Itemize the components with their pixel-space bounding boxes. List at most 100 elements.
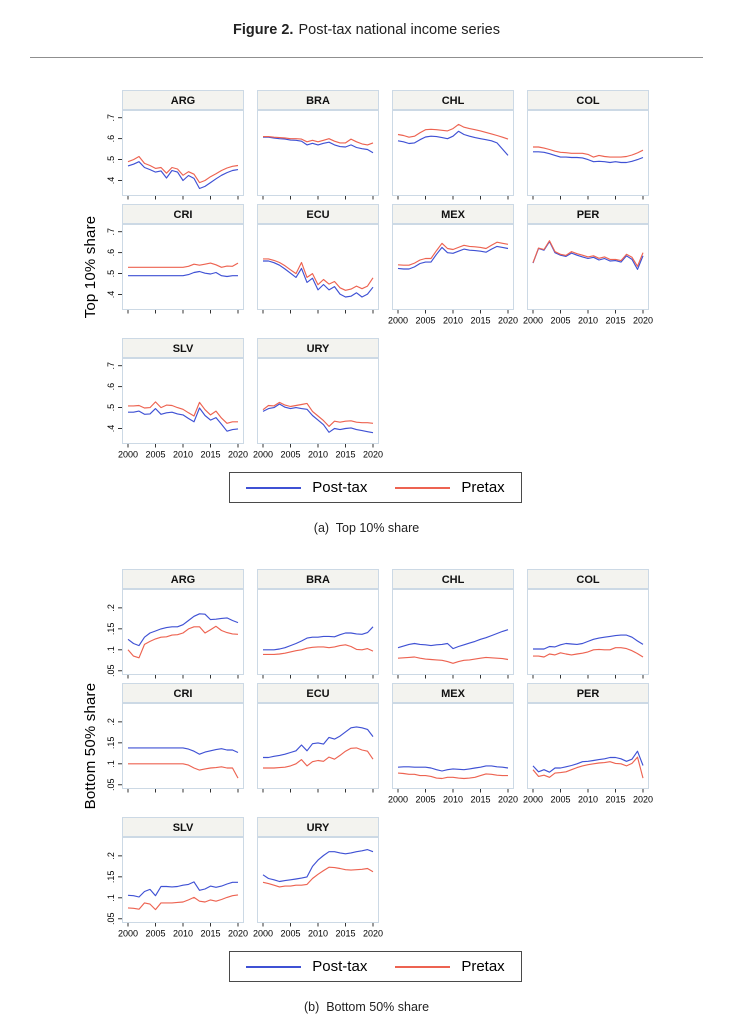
svg-text:.7: .7 <box>106 114 116 122</box>
svg-text:2005: 2005 <box>280 929 300 939</box>
chart-row: CRI .05.1.15.2 ECU MEX 2000 2005 2010 2015 2020 P… <box>106 683 653 805</box>
svg-text:.6: .6 <box>106 135 116 143</box>
subplot-grid-top10: Top 10% share ARG .4.5.6.7 BRA CHL COL CRI .4.… <box>82 90 653 460</box>
subplot-b-arg: ARG .05 .1 .15 .2 <box>106 569 244 679</box>
svg-text:.6: .6 <box>106 383 116 391</box>
svg-text:ECU: ECU <box>306 688 329 700</box>
svg-text:ECU: ECU <box>306 209 329 221</box>
svg-text:.7: .7 <box>106 228 116 236</box>
legend-bottom50: Post-tax Pretax <box>229 951 522 982</box>
svg-text:2015: 2015 <box>335 929 355 939</box>
svg-text:2010: 2010 <box>173 450 193 460</box>
svg-text:SLV: SLV <box>173 343 194 355</box>
svg-text:CHL: CHL <box>442 95 465 107</box>
svg-text:2020: 2020 <box>228 929 248 939</box>
pretax-line-swatch <box>395 486 451 489</box>
legend-top10: Post-tax Pretax <box>229 472 522 503</box>
subplot-canvas-slv: SLV .05 .1 .15 .2 2000 2005 2010 2015 2020 <box>106 817 248 939</box>
svg-text:COL: COL <box>576 95 600 107</box>
svg-text:2000: 2000 <box>253 929 273 939</box>
chart-row: ARG .05 .1 .15 .2 BRA CHL COL <box>106 569 649 679</box>
svg-text:2000: 2000 <box>523 795 543 805</box>
svg-text:MEX: MEX <box>441 209 466 221</box>
title-divider <box>30 57 703 58</box>
svg-text:.05: .05 <box>106 779 116 792</box>
svg-text:2015: 2015 <box>470 316 490 326</box>
svg-text:.5: .5 <box>106 270 116 278</box>
legend-wrap-top10: Post-tax Pretax <box>0 472 733 503</box>
subplot-b-bra: BRA <box>257 569 379 679</box>
svg-text:2020: 2020 <box>498 795 518 805</box>
posttax-line-swatch <box>246 965 302 968</box>
chart-row: SLV .4 .5 .6 .7 2000 2005 2010 2015 2020 URY 2000 20… <box>106 338 649 460</box>
subplot-a-ecu: ECU <box>257 204 379 314</box>
svg-text:2005: 2005 <box>550 795 570 805</box>
svg-text:2015: 2015 <box>605 795 625 805</box>
subplot-a-col: COL <box>527 90 649 200</box>
svg-text:.2: .2 <box>106 852 116 860</box>
chart-row: SLV .05 .1 .15 .2 2000 2005 2010 2015 2020 URY 2000… <box>106 817 649 939</box>
subplot-canvas-cri: CRI .05 .1 .15 .2 <box>106 683 244 793</box>
svg-text:BRA: BRA <box>306 95 330 107</box>
svg-text:BRA: BRA <box>306 574 330 586</box>
subplot-canvas-ury: URY 2000 2005 2010 2015 2020 <box>253 338 383 460</box>
svg-text:2010: 2010 <box>443 795 463 805</box>
svg-text:CRI: CRI <box>174 688 193 700</box>
subplot-canvas-cri: CRI .4 .5 .6 .7 <box>106 204 244 314</box>
svg-text:.15: .15 <box>106 737 116 750</box>
svg-text:2010: 2010 <box>308 450 328 460</box>
subplot-b-ecu: ECU <box>257 683 379 793</box>
posttax-line-swatch <box>246 486 302 489</box>
subplot-b-mex: MEX 2000 2005 2010 2015 2020 <box>388 683 518 805</box>
panel-bottom50: Bottom 50% share ARG .05.1.15.2 BRA CHL COL C… <box>0 569 733 1014</box>
subplot-a-per: PER 2000 2005 2010 2015 2020 <box>523 204 653 326</box>
svg-text:.15: .15 <box>106 623 116 636</box>
subplot-a-cri: CRI .4 .5 .6 .7 <box>106 204 244 314</box>
svg-text:2010: 2010 <box>443 316 463 326</box>
subplot-canvas-per: PER 2000 2005 2010 2015 2020 <box>523 204 653 326</box>
svg-text:2020: 2020 <box>363 929 383 939</box>
svg-text:SLV: SLV <box>173 822 194 834</box>
subplot-canvas-ecu: ECU <box>257 204 379 314</box>
svg-text:2000: 2000 <box>388 795 408 805</box>
subplot-canvas-chl: CHL <box>392 90 514 200</box>
svg-text:.4: .4 <box>106 177 116 185</box>
subplot-b-ury: URY 2000 2005 2010 2015 2020 <box>253 817 383 939</box>
svg-text:PER: PER <box>577 209 600 221</box>
subplot-a-bra: BRA <box>257 90 379 200</box>
svg-text:2000: 2000 <box>523 316 543 326</box>
subplot-canvas-ury: URY 2000 2005 2010 2015 2020 <box>253 817 383 939</box>
caption-bottom50: (b) Bottom 50% share <box>303 1000 430 1014</box>
svg-text:2020: 2020 <box>228 450 248 460</box>
subplot-a-ury: URY 2000 2005 2010 2015 2020 <box>253 338 383 460</box>
svg-text:2020: 2020 <box>633 795 653 805</box>
subplot-canvas-arg: ARG .4 .5 .6 .7 <box>106 90 244 200</box>
svg-text:CRI: CRI <box>174 209 193 221</box>
svg-text:.15: .15 <box>106 871 116 884</box>
svg-text:2005: 2005 <box>415 316 435 326</box>
chart-row: CRI .4.5.6.7 ECU MEX 2000 2005 2010 2015 2020 PER… <box>106 204 653 326</box>
svg-text:.7: .7 <box>106 362 116 370</box>
svg-text:2020: 2020 <box>363 450 383 460</box>
svg-text:URY: URY <box>307 343 330 355</box>
chart-row: ARG .4 .5 .6 .7 BRA CHL COL <box>106 90 649 200</box>
svg-text:2020: 2020 <box>498 316 518 326</box>
svg-text:MEX: MEX <box>441 688 466 700</box>
subplot-b-per: PER 2000 2005 2010 2015 2020 <box>523 683 653 805</box>
subplot-b-col: COL <box>527 569 649 679</box>
subplot-b-cri: CRI .05 .1 .15 .2 <box>106 683 244 793</box>
svg-text:.1: .1 <box>106 894 116 902</box>
svg-text:.2: .2 <box>106 718 116 726</box>
subplot-canvas-col: COL <box>527 569 649 679</box>
svg-text:URY: URY <box>307 822 330 834</box>
svg-text:2005: 2005 <box>550 316 570 326</box>
svg-text:2010: 2010 <box>308 929 328 939</box>
svg-text:ARG: ARG <box>171 574 195 586</box>
legend-wrap-bottom50: Post-tax Pretax <box>0 951 733 982</box>
svg-text:.1: .1 <box>106 646 116 654</box>
subplot-a-chl: CHL <box>392 90 514 200</box>
svg-text:2015: 2015 <box>605 316 625 326</box>
panel-top10: Top 10% share ARG .4.5.6.7 BRA CHL COL CRI .4.… <box>0 90 733 535</box>
subplot-canvas-arg: ARG .05 .1 .15 .2 <box>106 569 244 679</box>
subplot-canvas-chl: CHL <box>392 569 514 679</box>
